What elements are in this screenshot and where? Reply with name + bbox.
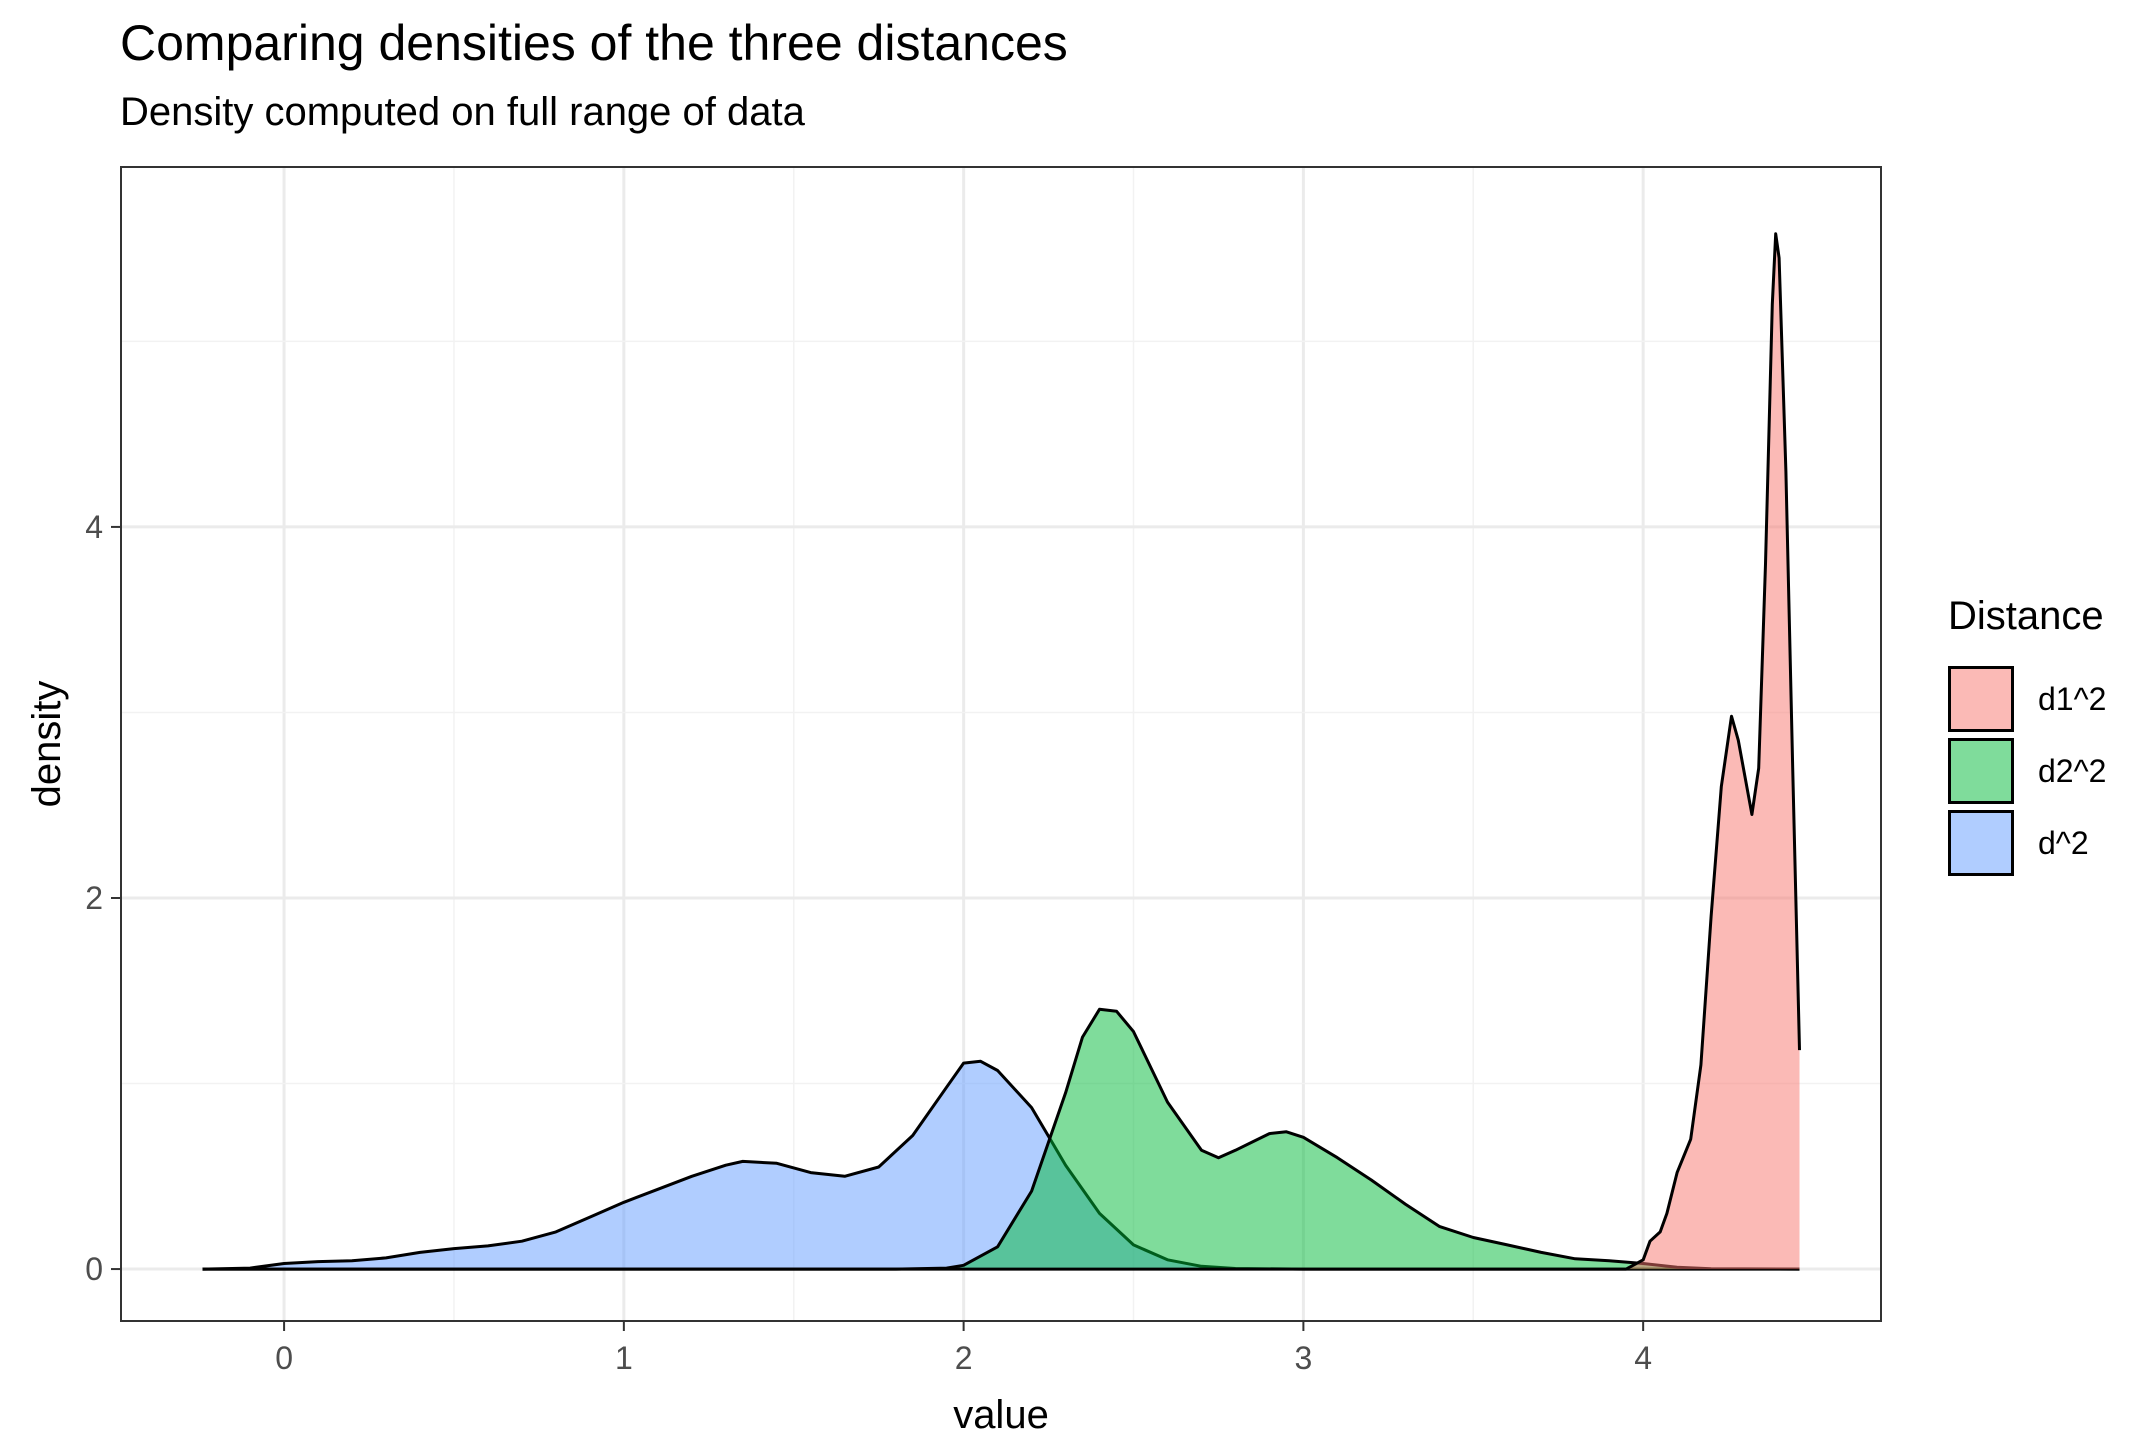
chart-subtitle: Density computed on full range of data (120, 90, 805, 134)
plot-panel-border (120, 166, 1882, 1322)
x-tick-label: 2 (955, 1340, 973, 1376)
legend-label-d1-squared: d1^2 (2038, 680, 2107, 717)
x-tick-label: 3 (1294, 1340, 1312, 1376)
legend: Distance d1^2 d2^2 d^2 (1948, 594, 2106, 879)
y-tick-label: 2 (85, 880, 103, 916)
chart-title: Comparing densities of the three distanc… (120, 15, 1068, 71)
legend-key-d2-squared (1948, 738, 2014, 804)
legend-key-d1-squared (1948, 666, 2014, 732)
density-area-d-squared (202, 1061, 1800, 1270)
y-axis-title: density (25, 681, 69, 808)
legend-item-d1-squared: d1^2 (1948, 663, 2106, 735)
density-outline-d1-squared (202, 232, 1801, 1271)
y-tick-label: 0 (85, 1251, 103, 1287)
density-areas (202, 232, 1801, 1271)
legend-title: Distance (1948, 594, 2104, 638)
density-area-d2-squared (202, 1009, 1800, 1270)
legend-key-d-squared (1948, 810, 2014, 876)
x-axis-title: value (953, 1393, 1049, 1437)
axes: 0 1 2 3 4 0 2 4 (85, 509, 1652, 1376)
y-tick-label: 4 (85, 509, 103, 545)
x-tick-label: 4 (1634, 1340, 1652, 1376)
x-tick-label: 1 (615, 1340, 633, 1376)
legend-label-d-squared: d^2 (2038, 824, 2089, 861)
legend-label-d2-squared: d2^2 (2038, 752, 2107, 789)
x-tick-label: 0 (275, 1340, 293, 1376)
density-outline-d2-squared (202, 1007, 1800, 1271)
legend-item-d2-squared: d2^2 (1948, 735, 2106, 807)
legend-item-d-squared: d^2 (1948, 807, 2106, 879)
